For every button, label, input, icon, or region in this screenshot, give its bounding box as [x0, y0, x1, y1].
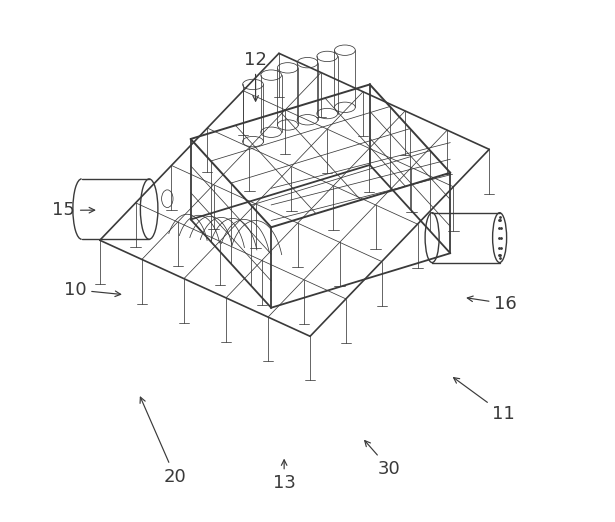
Text: 12: 12: [244, 51, 267, 101]
Text: 20: 20: [140, 397, 186, 485]
Text: 10: 10: [63, 281, 121, 299]
Text: 30: 30: [365, 441, 401, 478]
Text: 15: 15: [52, 201, 95, 219]
Text: 11: 11: [454, 377, 515, 423]
Text: 16: 16: [467, 295, 517, 313]
Text: 13: 13: [272, 460, 296, 492]
